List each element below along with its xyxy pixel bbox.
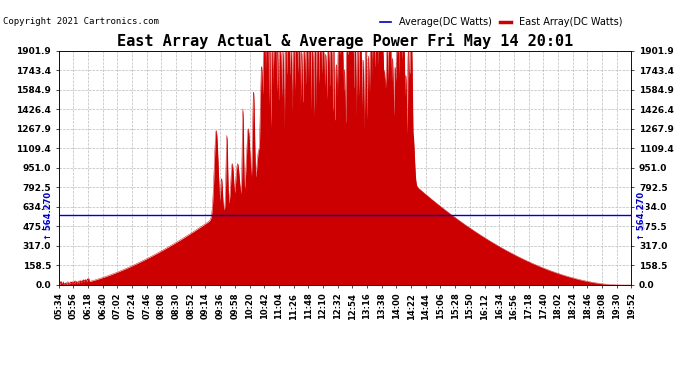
Text: ↑ 564.270: ↑ 564.270 <box>637 191 646 240</box>
Title: East Array Actual & Average Power Fri May 14 20:01: East Array Actual & Average Power Fri Ma… <box>117 33 573 50</box>
Text: Copyright 2021 Cartronics.com: Copyright 2021 Cartronics.com <box>3 17 159 26</box>
Text: ↑ 564.270: ↑ 564.270 <box>44 191 53 240</box>
Legend: Average(DC Watts), East Array(DC Watts): Average(DC Watts), East Array(DC Watts) <box>375 13 627 31</box>
